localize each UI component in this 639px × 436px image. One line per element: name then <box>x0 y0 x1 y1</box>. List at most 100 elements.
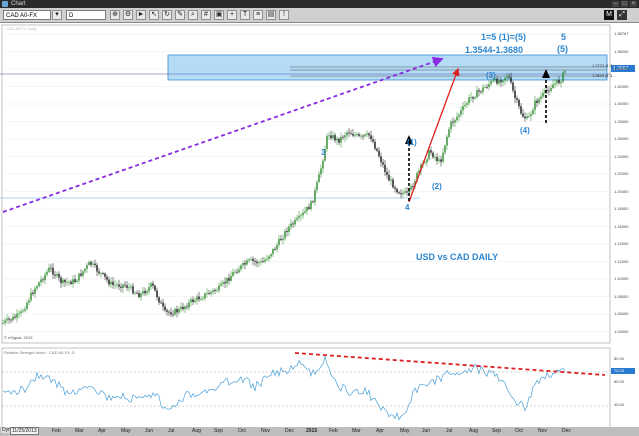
price-tick-label: 1.30000 <box>614 101 629 106</box>
candle-body <box>548 90 550 92</box>
candle-body <box>564 71 566 73</box>
candle-body <box>436 157 438 161</box>
text-icon[interactable]: T <box>240 10 250 20</box>
chart-type-icon[interactable]: ▤ <box>266 10 276 20</box>
play-icon[interactable]: ► <box>136 10 146 20</box>
candle-body <box>98 271 100 274</box>
red-arrow <box>408 67 460 203</box>
candle-body <box>536 100 538 103</box>
candle-body <box>550 87 552 92</box>
candle-body <box>100 273 102 274</box>
candle-body <box>166 310 168 312</box>
draw-icon[interactable]: ✎ <box>175 10 185 20</box>
candle-body <box>246 260 248 265</box>
expand-icon[interactable]: ⤢ <box>617 10 627 20</box>
candle-body <box>236 271 238 273</box>
candle-body <box>130 286 132 288</box>
candle-body <box>212 290 214 292</box>
x-axis-label: 2015 <box>306 428 318 434</box>
candle-body <box>390 179 392 181</box>
candle-body <box>310 201 312 209</box>
candle-body <box>364 134 366 137</box>
candle-body <box>432 152 434 158</box>
refresh-icon[interactable]: ↻ <box>162 10 172 20</box>
layers-icon[interactable]: ≡ <box>253 10 263 20</box>
candle-body <box>352 133 354 136</box>
alert-icon[interactable]: ! <box>279 10 289 20</box>
candle-body <box>158 297 160 303</box>
candle-body <box>316 181 318 191</box>
lock-icon[interactable]: ▣ <box>214 10 224 20</box>
grid-icon[interactable]: # <box>201 10 211 20</box>
close-button[interactable]: × <box>630 1 637 7</box>
candle-body <box>380 156 382 163</box>
candle-body <box>478 90 480 92</box>
app-icon <box>2 1 8 7</box>
dyn-label[interactable]: Dyn <box>1 427 12 433</box>
candle-body <box>454 120 456 123</box>
black-arrowhead-2 <box>542 69 550 78</box>
minimize-button[interactable]: – <box>612 1 619 7</box>
candle-body <box>518 99 520 107</box>
date-box[interactable]: 11/25/2013 <box>10 427 39 435</box>
candle-body <box>52 267 54 275</box>
candle-body <box>290 223 292 227</box>
rsi-panel <box>1 347 611 429</box>
interval-select[interactable]: D <box>66 10 106 20</box>
crosshair-icon[interactable]: + <box>227 10 237 20</box>
candle-body <box>402 192 404 195</box>
candle-body <box>376 148 378 151</box>
candle-body <box>32 292 34 294</box>
price-tag-bg <box>611 65 635 72</box>
candle-body <box>386 172 388 175</box>
candle-body <box>428 150 430 160</box>
candle-body <box>474 97 476 99</box>
maximize-button[interactable]: □ <box>621 1 628 7</box>
candle-body <box>530 114 532 117</box>
fib-label-1: 1.3723 (1.3... <box>592 63 616 68</box>
candle-body <box>324 148 326 161</box>
candle-body <box>404 191 406 193</box>
candle-body <box>298 215 300 219</box>
candle-body <box>464 104 466 107</box>
candle-body <box>14 316 16 318</box>
candle-body <box>398 192 400 194</box>
candle-body <box>30 292 32 301</box>
price-tick-label: 1.10000 <box>614 276 629 281</box>
candle-body <box>358 134 360 136</box>
candle-body <box>208 293 210 294</box>
symbol-input[interactable]: CAD A0-FX <box>3 10 51 20</box>
candle-body <box>304 211 306 213</box>
cursor-icon[interactable]: ↖ <box>149 10 159 20</box>
candle-body <box>292 223 294 225</box>
candle-body <box>206 293 208 294</box>
candle-body <box>96 265 98 272</box>
x-axis-label: Aug <box>469 428 478 434</box>
top-right-button[interactable]: M <box>604 10 614 20</box>
candle-body <box>480 91 482 93</box>
candle-body <box>418 170 420 173</box>
candle-body <box>322 160 324 169</box>
candle-body <box>448 129 450 137</box>
settings-icon[interactable]: ⚙ <box>123 10 133 20</box>
candle-body <box>54 274 56 276</box>
chart-header: CAD A0-FX Daily <box>6 26 37 31</box>
candle-body <box>70 281 72 284</box>
candle-body <box>484 86 486 88</box>
symbol-dropdown-icon[interactable]: ▾ <box>52 10 62 20</box>
candle-body <box>182 306 184 310</box>
indicator-label: Relative Strength Index · CAD A0-FX, D <box>4 350 75 355</box>
link-icon[interactable]: ⊕ <box>110 10 120 20</box>
candle-body <box>44 274 46 281</box>
candle-body <box>472 97 474 99</box>
candle-body <box>504 77 506 81</box>
candle-body <box>200 299 202 300</box>
chart-area[interactable]: CAD A0-FX Daily © eSignal, 2015 Relative… <box>0 23 639 436</box>
zoom-icon[interactable]: ⌕ <box>188 10 198 20</box>
x-axis-label: Mar <box>75 428 84 434</box>
candle-body <box>148 287 150 292</box>
candle-body <box>266 258 268 260</box>
wave-5-label: 5 <box>561 32 567 42</box>
candle-body <box>360 135 362 137</box>
candle-body <box>102 273 104 274</box>
